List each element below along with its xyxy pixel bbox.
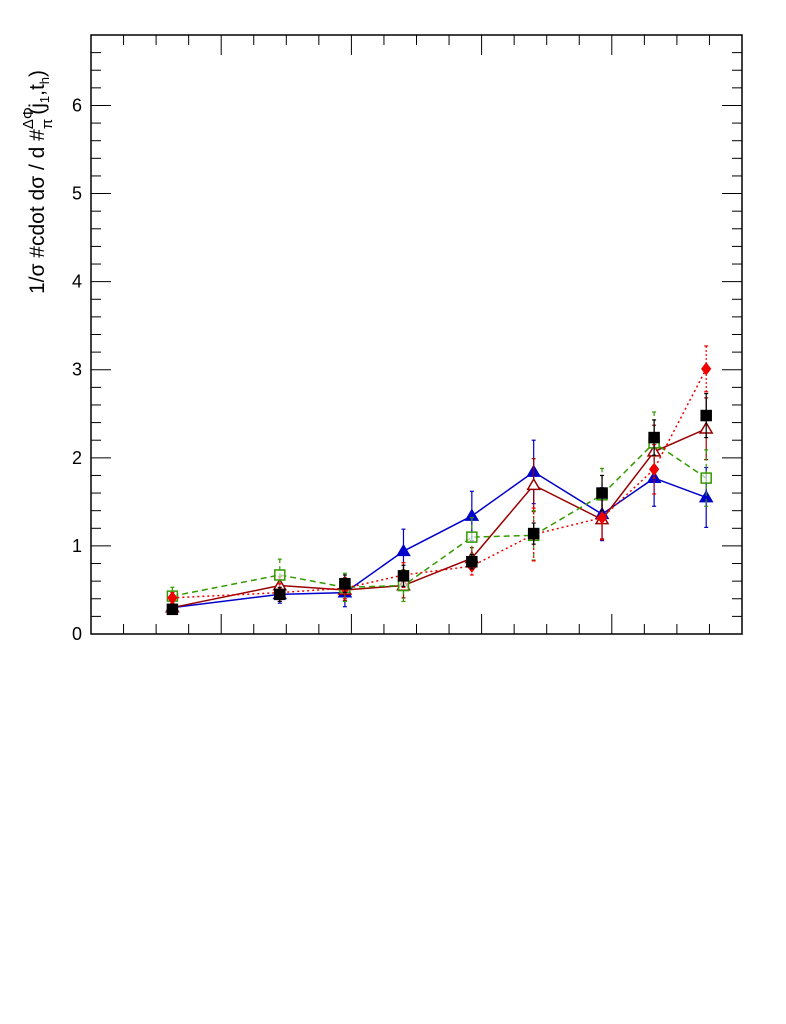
y-axis-title-open: (j — [26, 103, 49, 115]
y-axis-ticks: 0 1 2 3 4 5 6 — [72, 34, 742, 644]
y-axis-title-frac-num: ΔΦ — [20, 107, 37, 129]
y-tick-label: 4 — [72, 272, 82, 292]
y-axis-title-prefix: 1/σ #cdot dσ / d # — [26, 129, 49, 294]
data-point — [274, 588, 286, 601]
y-axis-title: 1/σ #cdot dσ / d #ΔΦ π (j1,th) — [20, 70, 56, 294]
data-point — [166, 603, 179, 616]
series-2 — [166, 411, 712, 606]
series-line — [172, 441, 707, 597]
y-axis-title-sub1: 1 — [37, 96, 52, 103]
y-tick-label: 3 — [72, 360, 82, 380]
svg-text:1/σ #cdot dσ / d #ΔΦπ(j1,th): 1/σ #cdot dσ / d #ΔΦ π (j1,th) — [20, 70, 56, 294]
series-line — [172, 368, 707, 599]
y-tick-label: 6 — [72, 95, 82, 115]
data-point — [466, 531, 478, 543]
data-point — [466, 556, 478, 568]
data-point — [596, 511, 608, 525]
data-point — [701, 362, 712, 376]
y-axis-title-mid: ,t — [26, 84, 49, 96]
data-point — [700, 472, 712, 484]
data-point — [397, 570, 410, 582]
x-axis-ticks — [90, 35, 743, 634]
data-point — [526, 477, 541, 491]
data-point — [396, 543, 411, 557]
series-0 — [165, 439, 714, 613]
y-tick-label: 5 — [72, 184, 82, 204]
data-point — [700, 409, 712, 422]
y-axis-title-close: ) — [26, 70, 49, 77]
series-3 — [167, 345, 712, 605]
series-1 — [165, 397, 714, 613]
y-axis-title-frac-den: π — [39, 119, 56, 129]
y-tick-label: 1 — [72, 536, 82, 556]
series-line — [172, 471, 707, 609]
y-tick-label: 0 — [72, 624, 82, 644]
y-axis-title-sub2: h — [37, 77, 52, 84]
y-tick-label: 2 — [72, 448, 82, 468]
data-point — [339, 578, 351, 590]
data-point — [596, 487, 608, 499]
data-point — [274, 569, 286, 581]
series-layer — [165, 345, 714, 616]
data-point — [648, 431, 660, 444]
data-point — [527, 527, 540, 540]
series-4 — [166, 392, 712, 616]
data-point — [648, 462, 660, 476]
